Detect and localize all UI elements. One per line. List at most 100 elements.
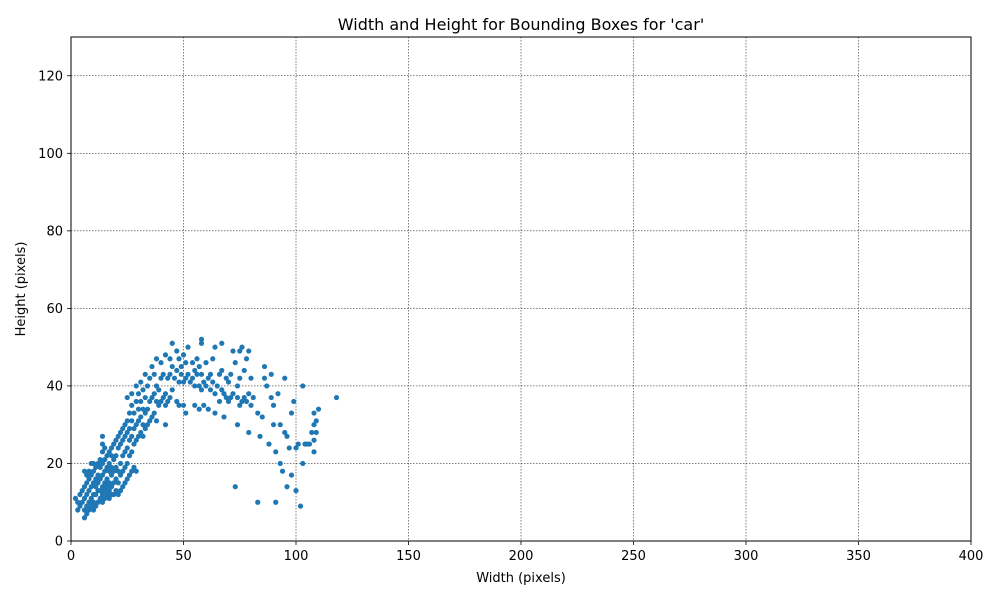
data-point: [84, 503, 90, 509]
data-point: [275, 391, 281, 397]
data-point: [99, 433, 106, 439]
data-point: [212, 391, 218, 397]
data-point: [234, 422, 241, 428]
data-point: [221, 391, 227, 397]
data-point: [142, 425, 148, 432]
data-point: [158, 398, 164, 405]
data-point: [149, 414, 155, 420]
data-point: [113, 437, 119, 443]
data-point: [311, 449, 317, 455]
data-point: [176, 402, 182, 408]
data-point: [176, 379, 182, 385]
data-point: [142, 394, 148, 401]
data-point: [138, 429, 144, 436]
data-point: [131, 464, 137, 470]
data-point: [185, 344, 191, 350]
y-tick-label: 0: [55, 535, 63, 550]
data-point: [106, 480, 112, 486]
data-point: [86, 468, 92, 474]
data-point: [306, 441, 313, 447]
data-point: [151, 410, 157, 416]
data-point: [108, 453, 115, 459]
y-tick-label: 100: [38, 147, 63, 162]
data-point: [261, 375, 268, 381]
data-point: [115, 445, 121, 451]
data-point: [228, 371, 234, 377]
data-point: [79, 488, 85, 494]
chart-title: Width and Height for Bounding Boxes for …: [338, 15, 704, 34]
data-point: [174, 367, 180, 374]
data-point: [88, 472, 94, 478]
data-point: [277, 460, 283, 467]
data-point: [79, 499, 85, 505]
data-point: [160, 371, 166, 377]
data-point: [257, 433, 263, 439]
data-point: [99, 499, 106, 505]
data-point: [201, 402, 207, 408]
x-tick-label: 400: [959, 549, 984, 564]
data-point: [167, 371, 173, 377]
data-point: [203, 383, 209, 389]
data-point: [117, 441, 124, 447]
data-point: [239, 398, 245, 405]
data-point: [180, 352, 187, 358]
data-point: [75, 499, 81, 505]
data-point: [180, 379, 187, 385]
data-point: [133, 383, 139, 389]
data-point: [90, 480, 97, 486]
data-point: [237, 402, 243, 408]
y-tick-label: 80: [46, 224, 63, 239]
data-point: [144, 422, 151, 428]
data-point: [169, 387, 175, 393]
data-point: [88, 484, 94, 490]
data-point: [99, 460, 106, 467]
data-point: [153, 383, 160, 389]
data-point: [198, 340, 205, 346]
data-point: [81, 495, 88, 501]
data-point: [167, 356, 173, 362]
data-point: [122, 449, 128, 455]
x-tick-label: 200: [509, 549, 534, 564]
data-point: [81, 507, 88, 513]
data-point: [97, 488, 103, 494]
data-point: [194, 356, 200, 362]
x-tick-label: 300: [734, 549, 759, 564]
data-point: [219, 387, 225, 393]
data-point: [81, 515, 88, 521]
data-point: [162, 352, 169, 358]
data-point: [241, 367, 247, 374]
data-point: [273, 499, 279, 505]
data-point: [124, 445, 130, 451]
data-point: [270, 422, 277, 428]
x-tick-label: 100: [284, 549, 309, 564]
data-point: [99, 484, 106, 490]
data-point: [117, 488, 124, 494]
data-point: [90, 507, 97, 513]
data-point: [126, 410, 133, 416]
data-point: [246, 391, 252, 397]
data-point: [187, 379, 193, 385]
data-point: [210, 379, 216, 385]
data-point: [97, 495, 103, 501]
data-point: [286, 445, 292, 451]
data-point: [129, 418, 135, 424]
data-point: [284, 484, 290, 490]
data-point: [140, 406, 146, 412]
data-point: [183, 410, 189, 416]
data-point: [225, 379, 232, 385]
data-point: [264, 383, 270, 389]
y-axis-label: Height (pixels): [14, 242, 29, 337]
x-tick-label: 150: [396, 549, 421, 564]
data-point: [140, 387, 146, 393]
data-point: [291, 398, 297, 405]
y-tick-label: 40: [46, 379, 63, 394]
data-point: [138, 414, 144, 420]
data-point: [216, 398, 223, 405]
data-point: [93, 476, 99, 482]
data-point: [255, 410, 261, 416]
data-point: [282, 429, 288, 436]
data-point: [144, 406, 151, 412]
data-point: [97, 456, 103, 463]
y-tick-label: 120: [38, 69, 63, 84]
x-tick-label: 0: [67, 549, 75, 564]
